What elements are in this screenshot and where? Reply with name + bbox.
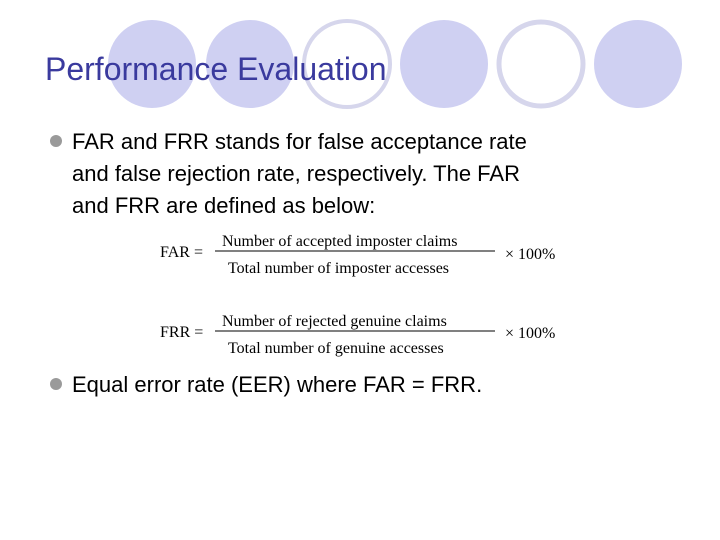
- bullet-marker: [50, 378, 62, 390]
- formula-factor: × 100%: [505, 246, 555, 263]
- title: Performance Evaluation: [45, 51, 387, 87]
- formula-denominator: Total number of genuine accesses: [228, 340, 444, 357]
- decoration: [108, 19, 682, 109]
- formula-lhs: FRR =: [160, 324, 203, 341]
- circle: [302, 19, 392, 109]
- formula-numerator: Number of rejected genuine claims: [222, 313, 447, 330]
- circle: [594, 20, 682, 108]
- bullet-line: and false rejection rate, respectively. …: [72, 161, 520, 186]
- formula-factor: × 100%: [505, 325, 555, 342]
- bullet-line: and FRR are defined as below:: [72, 193, 375, 218]
- bullet-line: Equal error rate (EER) where FAR = FRR.: [72, 372, 482, 397]
- circle: [108, 20, 196, 108]
- bullet-line: FAR and FRR stands for false acceptance …: [72, 129, 527, 154]
- formula-denominator: Total number of imposter accesses: [228, 260, 449, 277]
- formula-numerator: Number of accepted imposter claims: [222, 233, 457, 250]
- formula: FRR = Number of rejected genuine claims …: [160, 313, 555, 357]
- bullet-marker: [50, 135, 62, 147]
- formula: FAR = Number of accepted imposter claims…: [160, 233, 555, 277]
- formula-lhs: FAR =: [160, 244, 203, 261]
- circle: [400, 20, 488, 108]
- circle: [496, 19, 586, 109]
- circle: [206, 20, 294, 108]
